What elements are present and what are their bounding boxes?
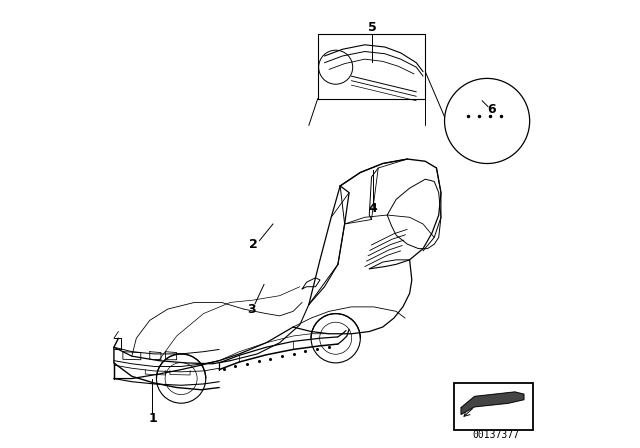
Text: 1: 1 [148, 412, 157, 426]
Text: 00137377: 00137377 [472, 431, 520, 440]
Text: 6: 6 [487, 103, 495, 116]
Text: 3: 3 [248, 302, 256, 316]
Text: 2: 2 [250, 237, 258, 251]
Text: 5: 5 [368, 21, 377, 34]
Circle shape [445, 78, 530, 164]
Polygon shape [461, 392, 524, 414]
Text: 4: 4 [369, 202, 377, 215]
